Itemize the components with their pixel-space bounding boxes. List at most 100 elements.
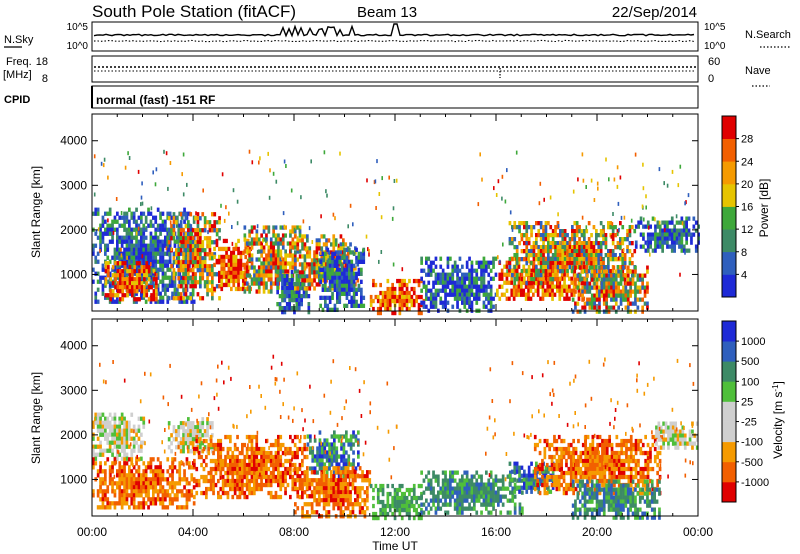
heatmap-cell [182,288,185,293]
heatmap-cell [99,223,102,228]
heatmap-cell [279,249,283,254]
heatmap-cell [293,434,297,440]
heatmap-cell [355,247,358,252]
heatmap-cell [109,293,113,298]
heatmap-cell [206,421,209,426]
heatmap-cell [189,268,193,273]
scatter-cell [616,165,619,170]
scatter-cell [268,195,271,200]
scatter-cell [617,256,620,261]
heatmap-cell [233,478,237,484]
heatmap-cell [283,298,287,303]
heatmap-cell [272,249,275,254]
heatmap-cell [107,265,110,270]
heatmap-cell [646,232,650,237]
heatmap-cell [269,482,273,488]
heatmap-cell [128,269,132,274]
heatmap-cell [621,225,625,230]
heatmap-cell [522,268,526,273]
heatmap-cell [92,267,95,272]
heatmap-cell [513,277,517,282]
heatmap-cell [598,273,601,278]
heatmap-cell [241,486,244,492]
heatmap-cell [561,265,565,270]
heatmap-cell [214,462,218,468]
heatmap-cell [123,473,126,478]
heatmap-cell [189,437,193,442]
heatmap-cell [138,281,141,286]
heatmap-cell [161,295,165,300]
heatmap-cell [248,249,251,254]
heatmap-cell [547,261,550,266]
heatmap-cell [142,469,146,474]
heatmap-cell [123,448,126,453]
heatmap-cell [188,493,191,498]
heatmap-cell [639,232,643,237]
heatmap-cell [111,436,114,441]
heatmap-cell [175,296,178,301]
heatmap-cell [583,265,586,270]
heatmap-cell [489,268,493,273]
heatmap-cell [289,245,292,250]
heatmap-cell [179,449,183,454]
heatmap-cell [316,454,319,459]
heatmap-cell [595,289,599,294]
heatmap-cell [352,279,356,284]
heatmap-cell [290,286,294,291]
heatmap-cell [120,243,124,248]
heatmap-cell [154,489,158,494]
heatmap-cell [427,256,431,261]
heatmap-cell [104,211,107,216]
heatmap-cell [376,306,380,312]
heatmap-cell [119,297,122,302]
heatmap-cell [352,450,355,455]
heatmap-cell [642,224,645,229]
heatmap-cell [523,249,526,254]
heatmap-cell [333,283,337,288]
heatmap-cell [303,278,307,283]
heatmap-cell [338,299,342,304]
heatmap-cell [556,257,560,262]
heatmap-cell [161,275,165,280]
heatmap-cell [500,272,504,277]
heatmap-cell [194,244,197,249]
heatmap-cell [119,269,122,274]
heatmap-cell [123,461,126,466]
heatmap-cell [274,277,278,282]
heatmap-cell [580,233,584,238]
heatmap-cell [294,266,297,271]
heatmap-cell [226,450,230,456]
heatmap-cell [331,251,334,256]
heatmap-cell [119,285,122,290]
heatmap-cell [520,249,524,254]
heatmap-cell [611,257,615,262]
heatmap-cell [230,286,233,292]
heatmap-cell [279,269,283,274]
heatmap-cell [154,263,158,268]
heatmap-cell [106,243,110,248]
heatmap-cell [568,296,571,301]
heatmap-cell [161,489,165,494]
heatmap-cell [214,482,218,488]
heatmap-cell [307,294,311,299]
heatmap-cell [182,296,185,301]
heatmap-cell [468,292,471,297]
heatmap-cell [585,245,589,250]
heatmap-cell [306,494,309,499]
heatmap-cell [196,220,200,225]
heatmap-cell [191,441,195,446]
heatmap-cell [511,257,514,262]
heatmap-cell [583,285,587,290]
heatmap-cell [191,421,195,426]
heatmap-cell [104,436,107,441]
heatmap-cell [558,284,562,289]
heatmap-cell [573,269,577,274]
heatmap-cell [180,299,184,304]
scatter-cell [308,226,311,231]
heatmap-cell [142,259,146,264]
heatmap-cell [208,224,212,229]
heatmap-cell [580,229,584,234]
heatmap-cell [593,305,596,310]
heatmap-cell [144,275,148,280]
heatmap-cell [303,434,307,440]
